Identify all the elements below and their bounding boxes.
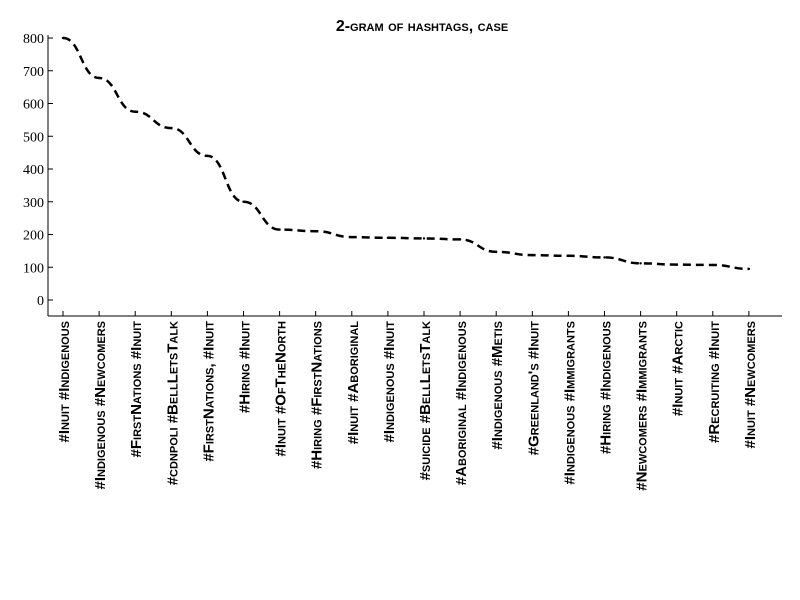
data-point	[386, 236, 390, 239]
data-point	[747, 267, 751, 271]
data-point	[206, 154, 209, 158]
x-tick-label: #Indigenous #Inuit	[381, 321, 398, 443]
data-point	[675, 263, 678, 266]
x-tick-label: #Inuit #Aboriginal	[345, 321, 362, 445]
data-point	[350, 235, 353, 239]
chart-title: 2-gram of hashtags, case	[336, 18, 508, 35]
y-axis-ticks: 0 100 200 300 400 500 600 700 800	[23, 32, 53, 309]
x-tick-label: #Inuit #Newcomers	[742, 321, 759, 449]
data-point	[495, 250, 498, 254]
data-point	[314, 230, 317, 233]
x-tick-label: #FirstNations #Inuit	[128, 321, 145, 458]
x-tick-label: #Hiring #Inuit	[237, 321, 254, 413]
x-tick-label: #Newcomers #Immigrants	[634, 321, 651, 491]
data-point	[422, 237, 426, 240]
series-line	[62, 36, 749, 271]
x-tick-label: #Indigenous #Newcomers	[92, 321, 109, 489]
x-axis-ticks: #Inuit #Indigenous #Indigenous #Newcomers…	[56, 311, 759, 491]
y-tick-label: 800	[23, 32, 44, 47]
y-tick-label: 400	[23, 163, 44, 178]
data-point	[711, 263, 714, 267]
data-point	[278, 228, 281, 231]
x-tick-label: #Aboriginal #Indigenous	[453, 321, 470, 485]
data-point	[170, 126, 173, 130]
y-tick-label: 100	[23, 261, 44, 276]
x-tick-label: #Recruiting #Inuit	[706, 321, 723, 443]
data-point	[134, 110, 137, 113]
data-point	[531, 253, 534, 257]
data-point	[242, 200, 245, 203]
data-point	[61, 36, 65, 40]
data-point	[639, 262, 642, 265]
x-tick-label: #cdnpoli #BellLetsTalk	[164, 321, 181, 485]
data-point	[458, 238, 462, 241]
x-tick-label: #FirstNations, #Inuit	[200, 321, 217, 462]
x-tick-label: #Indigenous #Immigrants	[561, 321, 578, 485]
data-point	[603, 256, 606, 259]
y-tick-label: 0	[37, 294, 44, 309]
y-tick-label: 700	[23, 65, 44, 80]
x-tick-label: #Hiring #FirstNations	[309, 321, 326, 469]
x-tick-label: #Hiring #Indigenous	[598, 321, 615, 454]
data-point	[567, 254, 570, 257]
x-tick-label: #Inuit #Arctic	[670, 321, 687, 416]
x-tick-label: #Greenland's #Inuit	[525, 321, 542, 456]
y-tick-label: 200	[23, 229, 44, 244]
x-tick-label: #suicide #BellLetsTalk	[417, 321, 434, 480]
y-tick-label: 500	[23, 130, 44, 145]
y-tick-label: 600	[23, 98, 44, 113]
series-group	[61, 36, 751, 271]
axes	[47, 35, 782, 317]
x-tick-label: #Inuit #OfTheNorth	[273, 321, 290, 457]
data-point	[97, 76, 101, 80]
x-tick-label: #Inuit #Indigenous	[56, 321, 73, 442]
y-tick-label: 300	[23, 196, 44, 211]
x-tick-label: #Indigenous #Metis	[489, 321, 506, 450]
